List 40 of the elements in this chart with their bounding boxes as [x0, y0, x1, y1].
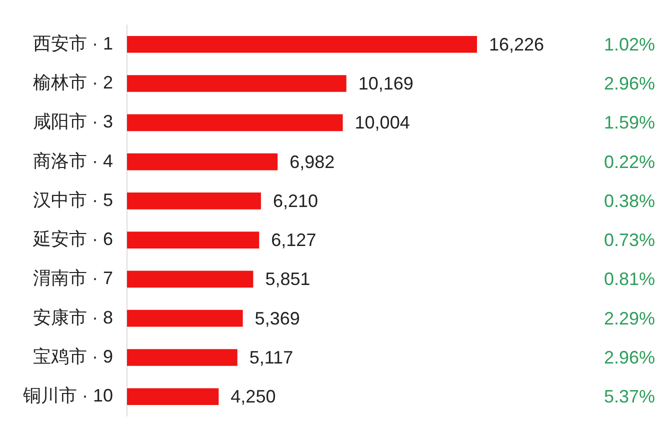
bar — [127, 36, 477, 53]
data-label: 10,169 — [358, 73, 414, 94]
y-tick-label: 安康市 · 8 — [32, 307, 113, 328]
y-tick-label: 宝鸡市 · 9 — [32, 346, 113, 366]
bar — [127, 310, 243, 327]
y-tick-label: 榆林市 · 2 — [32, 72, 113, 92]
y-tick-label: 汉中市 · 5 — [32, 190, 113, 210]
data-label: 16,226 — [489, 34, 544, 54]
bar — [127, 349, 238, 366]
bar — [127, 232, 260, 248]
bar — [127, 388, 219, 406]
y-tick-label: 渭南市 · 7 — [32, 268, 113, 288]
data-label: 5,851 — [265, 269, 310, 290]
text: 0.38% — [604, 190, 655, 211]
text: 1.02% — [604, 34, 655, 54]
data-label: 5,369 — [254, 308, 300, 328]
text: 2.29% — [604, 308, 655, 328]
text: 0.73% — [604, 230, 655, 250]
text: 0.81% — [604, 269, 655, 290]
y-tick-label: 商洛市 · 4 — [32, 150, 113, 171]
y-tick-label: 咸阳市 · 3 — [32, 112, 113, 132]
y-tick-label: 西安市 · 1 — [32, 33, 113, 54]
bar — [127, 153, 278, 170]
data-label: 10,004 — [354, 112, 410, 133]
y-tick-label: 铜川市 · 10 — [22, 386, 113, 406]
data-label: 6,210 — [272, 190, 318, 211]
bar — [127, 75, 346, 92]
data-label: 6,982 — [290, 152, 335, 172]
text: 5.37% — [604, 386, 655, 407]
text: 2.96% — [604, 347, 655, 368]
y-tick-label: 延安市 · 6 — [32, 229, 113, 250]
data-label: 6,127 — [271, 230, 316, 250]
text: 1.59% — [604, 112, 655, 133]
text: 0.22% — [604, 152, 655, 172]
text: 2.96% — [604, 73, 655, 94]
data-label: 5,117 — [249, 347, 294, 368]
bar — [127, 114, 343, 132]
bar — [127, 270, 254, 288]
bar — [127, 192, 261, 210]
data-label: 4,250 — [230, 386, 276, 407]
